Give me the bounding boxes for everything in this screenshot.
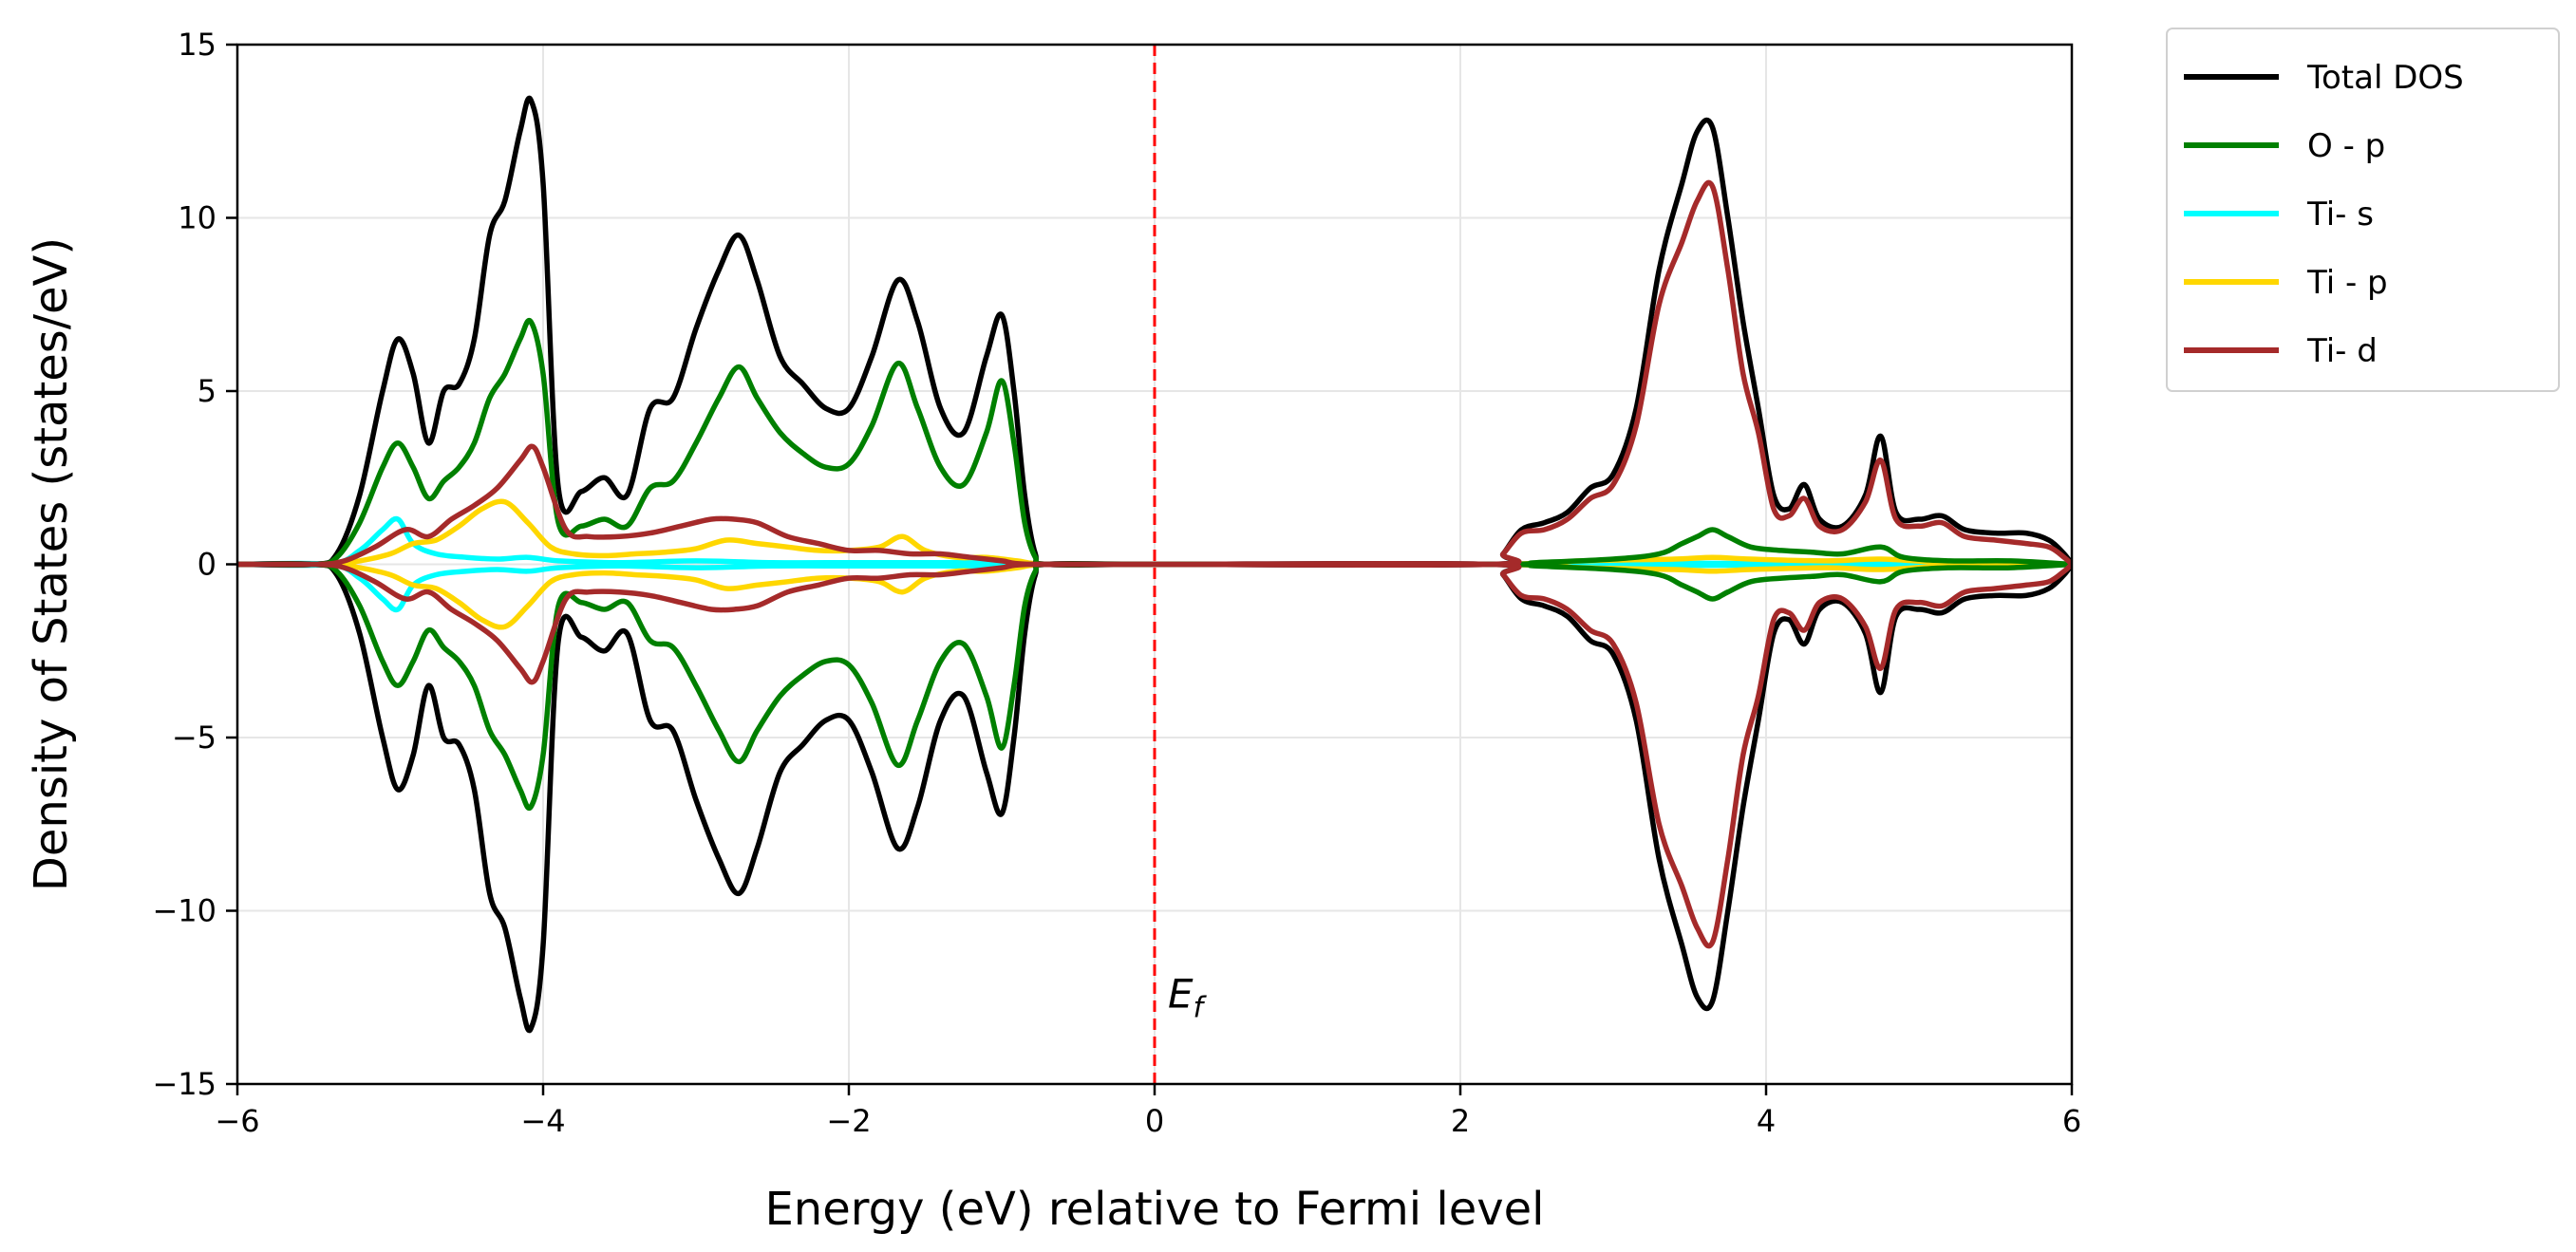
y-tick-label: 15 [178, 27, 216, 63]
x-tick-label: −6 [215, 1103, 259, 1139]
series-total-dos-spin-down [237, 560, 2072, 1034]
y-tick-label: 10 [178, 200, 216, 236]
series-ti-s-spin-down [237, 560, 2072, 613]
series-total-dos-spin-up [237, 95, 2072, 569]
series-o-p-spin-up [237, 317, 2072, 568]
x-axis-title: Energy (eV) relative to Fermi level [764, 1183, 1544, 1236]
fermi-level-label-main: E [1168, 971, 1194, 1018]
legend-box [2166, 28, 2560, 392]
x-axis-ticks: −6 −4 −2 0 2 4 6 [215, 1084, 2081, 1139]
legend-label: Ti - p [2306, 264, 2388, 302]
legend-label: Ti- s [2306, 196, 2374, 234]
y-tick-label: −5 [172, 719, 216, 756]
x-tick-label: −2 [826, 1103, 871, 1139]
y-axis-title: Density of States (states/eV) [25, 237, 78, 891]
legend-label: Total DOS [2306, 59, 2464, 97]
y-tick-label: −15 [152, 1066, 216, 1102]
y-tick-label: 0 [197, 547, 216, 583]
series-lines [237, 95, 2072, 1034]
x-tick-label: 4 [1757, 1103, 1776, 1139]
legend-label: O - p [2307, 127, 2385, 165]
x-tick-label: −4 [520, 1103, 565, 1139]
x-tick-label: 6 [2062, 1103, 2081, 1139]
y-axis-ticks: −15 −10 −5 0 5 10 15 [152, 27, 237, 1102]
legend: Total DOS O - p Ti- s Ti - p Ti- d [2166, 28, 2560, 392]
x-tick-label: 0 [1145, 1103, 1164, 1139]
x-tick-label: 2 [1451, 1103, 1470, 1139]
y-tick-label: 5 [197, 373, 216, 409]
series-o-p-spin-down [237, 561, 2072, 812]
y-tick-label: −10 [152, 893, 216, 929]
legend-label: Ti- d [2306, 332, 2378, 370]
series-ti-d-spin-down [237, 560, 2072, 949]
